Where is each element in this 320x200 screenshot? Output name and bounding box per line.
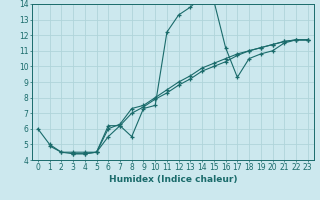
X-axis label: Humidex (Indice chaleur): Humidex (Indice chaleur) bbox=[108, 175, 237, 184]
